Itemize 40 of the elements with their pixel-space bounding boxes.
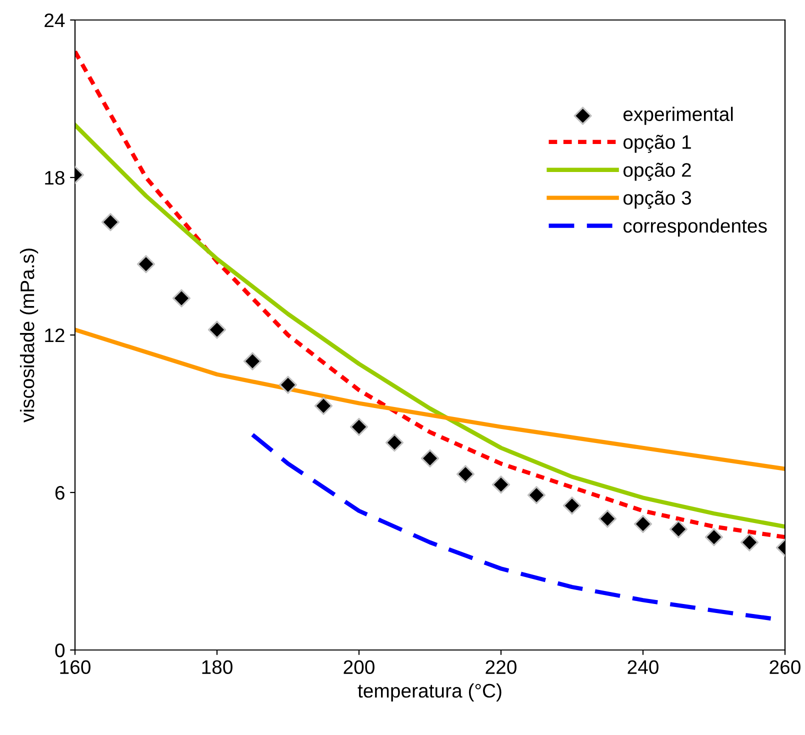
point: [136, 255, 156, 274]
point: [420, 449, 440, 468]
legend-label: correspondentes: [623, 218, 767, 237]
line-series: [75, 328, 785, 471]
point: [669, 520, 688, 538]
point: [740, 533, 759, 552]
line-series: [250, 432, 773, 621]
point: [598, 510, 617, 528]
x-tick-label: 220: [486, 660, 516, 674]
y-tick-label: 24: [44, 13, 65, 28]
line-series: [75, 49, 785, 540]
x-tick-label: 260: [770, 660, 800, 674]
y-tick-label: 6: [55, 486, 64, 500]
point: [101, 213, 120, 232]
point: [456, 465, 475, 484]
legend-label: experimental: [623, 106, 733, 125]
x-axis-title: temperatura (°C): [358, 683, 502, 702]
point: [385, 434, 404, 452]
legend-label: opção 1: [623, 134, 691, 153]
point: [350, 418, 368, 436]
legend-label: opção 2: [623, 162, 691, 181]
x-tick-label: 240: [628, 660, 658, 674]
x-tick-label: 180: [202, 660, 232, 674]
y-tick-label: 0: [55, 643, 65, 658]
point: [243, 352, 262, 370]
point: [527, 486, 546, 504]
point: [314, 396, 333, 415]
point: [634, 514, 652, 534]
point: [492, 476, 510, 494]
y-tick-label: 12: [45, 328, 64, 342]
point: [704, 528, 724, 546]
legend-label: opção 3: [623, 190, 692, 209]
point: [172, 289, 191, 308]
x-tick-label: 160: [60, 660, 90, 674]
point: [208, 320, 226, 339]
point: [278, 376, 298, 394]
y-axis-title: viscosidade (mPa.s): [20, 248, 38, 422]
point: [562, 496, 582, 515]
y-tick-label: 18: [45, 170, 64, 185]
x-tick-label: 200: [344, 660, 374, 674]
